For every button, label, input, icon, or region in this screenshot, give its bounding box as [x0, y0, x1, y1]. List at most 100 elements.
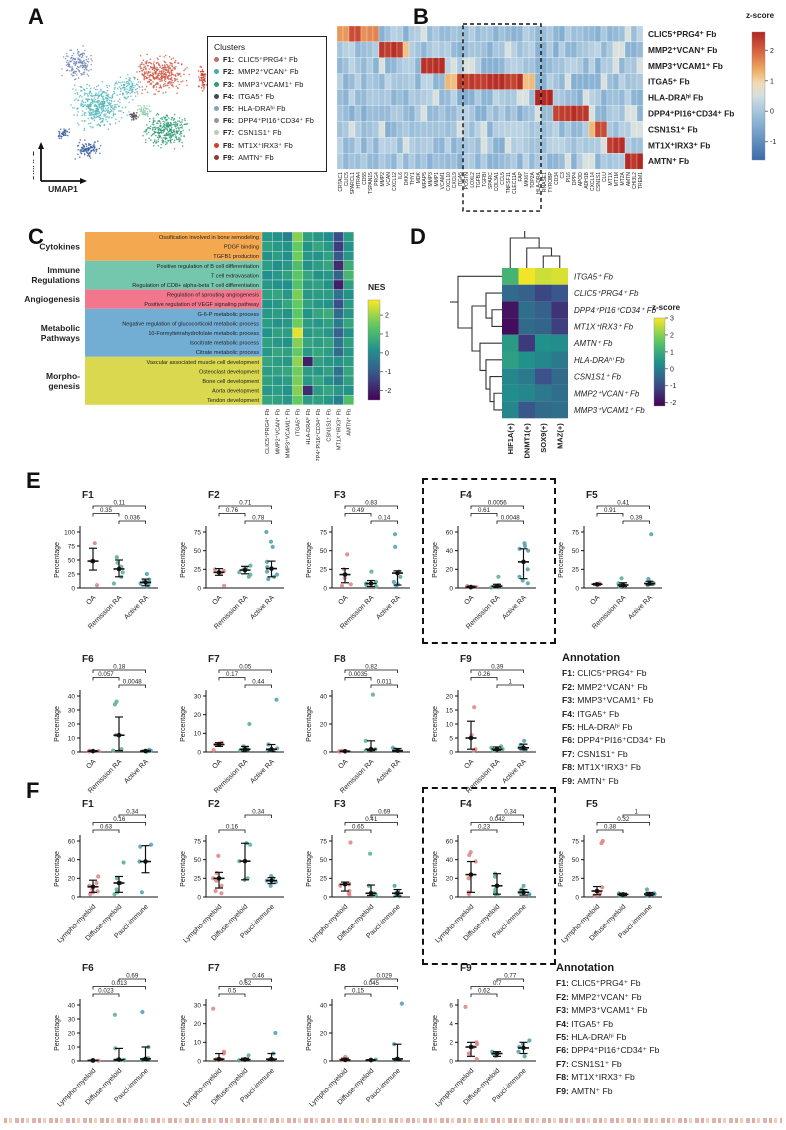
heatmap-cell: [486, 105, 494, 122]
umap-dot: [81, 52, 83, 55]
umap-dot: [156, 57, 159, 59]
data-point: [399, 1001, 404, 1006]
p-value: 0.0056: [488, 500, 507, 507]
data-point: [525, 567, 530, 572]
y-tick-label: 40: [68, 693, 76, 700]
stage-svg-f1: 0255075100PercentageF10.110.350.036OARem…: [54, 490, 158, 631]
umap-dot: [57, 135, 60, 138]
heatmap-cell: [396, 73, 404, 90]
heatmap-cell: [564, 137, 572, 154]
heatmap-cell: [492, 57, 500, 74]
mean-point: [269, 878, 274, 883]
heatmap-cell: [510, 105, 518, 122]
umap-dot: [170, 81, 172, 83]
umap-dot: [59, 135, 61, 138]
heatmap-cell: [261, 385, 273, 396]
colorbar-tick: 0: [385, 350, 389, 357]
fb-row-label: HLA-DRAʰⁱ Fb: [574, 356, 625, 365]
y-axis-label: Percentage: [432, 851, 439, 887]
heatmap-cell: [606, 41, 614, 58]
umap-dot: [201, 84, 203, 86]
umap-dot: [171, 69, 174, 71]
umap-dot: [84, 63, 86, 65]
umap-dot: [168, 67, 170, 69]
umap-dot: [141, 86, 143, 88]
umap-dot: [137, 81, 140, 83]
umap-dot: [146, 133, 148, 135]
heatmap-cell: [432, 121, 440, 138]
subplot-title: F9: [460, 654, 472, 665]
heatmap-cell: [630, 57, 638, 74]
mean-point: [395, 1056, 400, 1062]
y-tick-label: 0: [71, 585, 75, 592]
umap-dot: [117, 81, 120, 84]
significance-bracket: [118, 814, 146, 818]
heatmap-cell: [492, 73, 500, 90]
umap-dot: [131, 98, 134, 101]
annotation-key: F5:: [562, 722, 578, 733]
heatmap-cell: [522, 89, 530, 106]
annotation-item: F8: MT1X⁺IRX3⁺ Fb: [562, 761, 665, 774]
umap-dot: [118, 110, 120, 112]
heatmap-cell: [534, 41, 542, 58]
umap-dot: [155, 134, 157, 137]
umap-dot: [142, 69, 145, 71]
arrowhead-right: [80, 178, 87, 184]
umap-dot: [160, 74, 163, 76]
tf-column-label: MAZ(+): [556, 423, 565, 449]
heatmap-cell: [302, 251, 314, 261]
subplot-title: F3: [334, 799, 346, 810]
umap-plot: UMAP2 UMAP1: [26, 16, 333, 216]
umap-dot: [78, 51, 80, 53]
umap-dot: [97, 113, 100, 115]
heatmap-cell: [612, 121, 620, 138]
gene-label: TYROBP: [548, 171, 554, 192]
heatmap-cell: [282, 270, 293, 281]
umap-dot: [100, 107, 103, 110]
pathway-label: TGFB1 production: [213, 254, 259, 260]
significance-bracket: [470, 513, 498, 517]
data-point: [140, 1009, 145, 1015]
p-value: 1: [635, 809, 639, 816]
umap-dot: [174, 79, 177, 82]
y-axis-label: Percentage: [306, 542, 313, 578]
mean-point: [242, 1057, 248, 1062]
subplot-title: F5: [586, 490, 598, 501]
heatmap-cell: [558, 105, 566, 122]
y-tick-label: 40: [320, 1002, 328, 1009]
p-value: 0.16: [226, 824, 239, 831]
fb-row-label: MMP2⁺VCAN⁺ Fb: [648, 45, 717, 55]
umap-dot: [65, 61, 68, 64]
heatmap-cell: [462, 57, 470, 74]
heatmap-cell: [336, 57, 344, 74]
data-point: [369, 569, 374, 574]
umap-dot: [83, 149, 86, 152]
pathway-label: Citrate metabolic process: [196, 350, 259, 356]
heatmap-cell: [612, 57, 620, 74]
umap-dot: [150, 139, 152, 141]
heatmap-cell: [323, 337, 334, 348]
heatmap-cell: [312, 318, 324, 329]
annotation-legend-e: Annotation F1: CLIC5⁺PRG4⁺ Fb F2: MMP2⁺VCA…: [562, 652, 665, 788]
umap-dot: [204, 75, 206, 78]
annotation-title: Annotation: [562, 652, 621, 664]
gene-label: CD34: [554, 172, 560, 185]
data-point: [398, 574, 403, 579]
umap-dot: [169, 140, 172, 143]
mean-point: [342, 749, 348, 754]
umap-dot: [200, 79, 203, 81]
heatmap-cell: [630, 25, 638, 43]
umap-dot: [165, 54, 167, 57]
umap-dot: [100, 112, 102, 114]
colorbar: [751, 31, 766, 161]
umap-dot: [84, 64, 86, 67]
fb-row-label: AMTN⁺ Fb: [648, 156, 689, 166]
cluster-key: F1:: [223, 55, 235, 65]
umap-dot: [145, 68, 147, 71]
umap-dot: [94, 93, 97, 96]
y-tick-label: 10: [446, 721, 454, 728]
umap-dot: [138, 108, 141, 110]
stage-svg-f6: 010203040PercentageF60.180.0570.0048OARe…: [54, 654, 158, 795]
heatmap-cell: [486, 25, 494, 43]
heatmap-cell: [492, 89, 500, 106]
